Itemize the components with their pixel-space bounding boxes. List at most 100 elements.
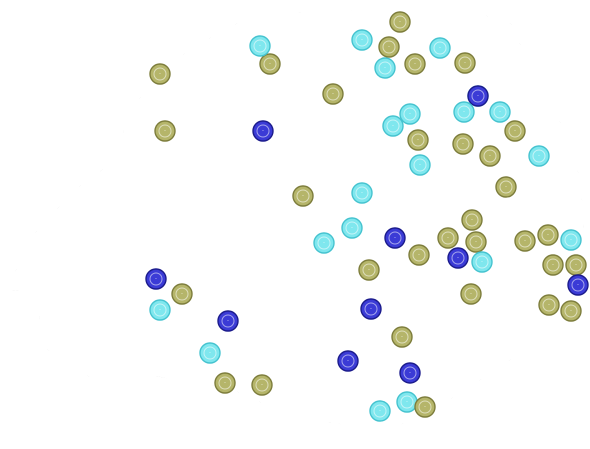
marker-olive[interactable]: · [251,374,273,396]
marker-circle[interactable] [337,350,359,372]
marker-circle[interactable] [351,29,373,51]
marker-circle[interactable] [149,299,171,321]
marker-circle[interactable] [351,182,373,204]
marker-circle[interactable] [145,268,167,290]
marker-olive[interactable]: · [542,254,564,276]
marker-olive[interactable]: · [154,120,176,142]
marker-olive[interactable]: · [514,230,536,252]
marker-olive[interactable]: · [214,372,236,394]
marker-blue[interactable]: · [399,362,421,384]
marker-olive[interactable]: · [460,283,482,305]
marker-cyan[interactable]: · [429,37,451,59]
marker-circle[interactable] [495,176,517,198]
marker-cyan[interactable]: · [409,154,431,176]
marker-circle[interactable] [259,53,281,75]
marker-olive[interactable]: · [149,63,171,85]
marker-circle[interactable] [454,52,476,74]
marker-cyan[interactable]: · [374,57,396,79]
marker-circle[interactable] [171,283,193,305]
marker-circle[interactable] [567,274,589,296]
marker-circle[interactable] [461,209,483,231]
marker-cyan[interactable]: · [313,232,335,254]
marker-olive[interactable]: · [391,326,413,348]
marker-blue[interactable]: · [384,227,406,249]
marker-circle[interactable] [479,145,501,167]
marker-olive[interactable]: · [452,133,474,155]
marker-circle[interactable] [214,372,236,394]
marker-olive[interactable]: · [495,176,517,198]
marker-circle[interactable] [399,103,421,125]
marker-cyan[interactable]: · [249,35,271,57]
marker-circle[interactable] [447,247,469,269]
marker-circle[interactable] [437,227,459,249]
marker-circle[interactable] [313,232,335,254]
marker-cyan[interactable]: · [453,101,475,123]
marker-olive[interactable]: · [259,53,281,75]
marker-circle[interactable] [399,362,421,384]
marker-circle[interactable] [538,294,560,316]
marker-circle[interactable] [408,244,430,266]
marker-cyan[interactable]: · [396,391,418,413]
marker-circle[interactable] [217,310,239,332]
marker-cyan[interactable]: · [528,145,550,167]
marker-circle[interactable] [154,120,176,142]
marker-circle[interactable] [199,342,221,364]
marker-circle[interactable] [391,326,413,348]
marker-olive[interactable]: · [358,259,380,281]
marker-circle[interactable] [360,298,382,320]
marker-olive[interactable]: · [538,294,560,316]
marker-circle[interactable] [249,35,271,57]
marker-circle[interactable] [504,120,526,142]
marker-circle[interactable] [407,129,429,151]
marker-olive[interactable]: · [537,224,559,246]
marker-blue[interactable]: · [567,274,589,296]
marker-blue[interactable]: · [252,120,274,142]
marker-circle[interactable] [374,57,396,79]
marker-cyan[interactable]: · [351,182,373,204]
marker-olive[interactable]: · [378,36,400,58]
marker-olive[interactable]: · [461,209,483,231]
marker-olive[interactable]: · [414,396,436,418]
marker-blue[interactable]: · [337,350,359,372]
marker-cyan[interactable]: · [149,299,171,321]
marker-circle[interactable] [404,53,426,75]
marker-olive[interactable]: · [404,53,426,75]
marker-olive[interactable]: · [171,283,193,305]
marker-circle[interactable] [382,115,404,137]
marker-olive[interactable]: · [565,254,587,276]
marker-circle[interactable] [542,254,564,276]
marker-cyan[interactable]: · [341,217,363,239]
marker-cyan[interactable]: · [382,115,404,137]
marker-blue[interactable]: · [467,85,489,107]
marker-olive[interactable]: · [479,145,501,167]
marker-cyan[interactable]: · [560,229,582,251]
marker-circle[interactable] [489,101,511,123]
marker-olive[interactable]: · [407,129,429,151]
marker-circle[interactable] [465,231,487,253]
marker-circle[interactable] [378,36,400,58]
marker-cyan[interactable]: · [369,400,391,422]
marker-circle[interactable] [389,11,411,33]
marker-circle[interactable] [384,227,406,249]
marker-blue[interactable]: · [145,268,167,290]
marker-circle[interactable] [514,230,536,252]
marker-circle[interactable] [467,85,489,107]
marker-circle[interactable] [369,400,391,422]
marker-olive[interactable]: · [465,231,487,253]
marker-olive[interactable]: · [292,185,314,207]
marker-circle[interactable] [452,133,474,155]
marker-circle[interactable] [537,224,559,246]
marker-circle[interactable] [341,217,363,239]
marker-cyan[interactable]: · [199,342,221,364]
marker-circle[interactable] [453,101,475,123]
marker-olive[interactable]: · [437,227,459,249]
marker-olive[interactable]: · [504,120,526,142]
marker-circle[interactable] [149,63,171,85]
marker-circle[interactable] [471,251,493,273]
marker-circle[interactable] [429,37,451,59]
marker-circle[interactable] [528,145,550,167]
marker-olive[interactable]: · [454,52,476,74]
marker-circle[interactable] [251,374,273,396]
